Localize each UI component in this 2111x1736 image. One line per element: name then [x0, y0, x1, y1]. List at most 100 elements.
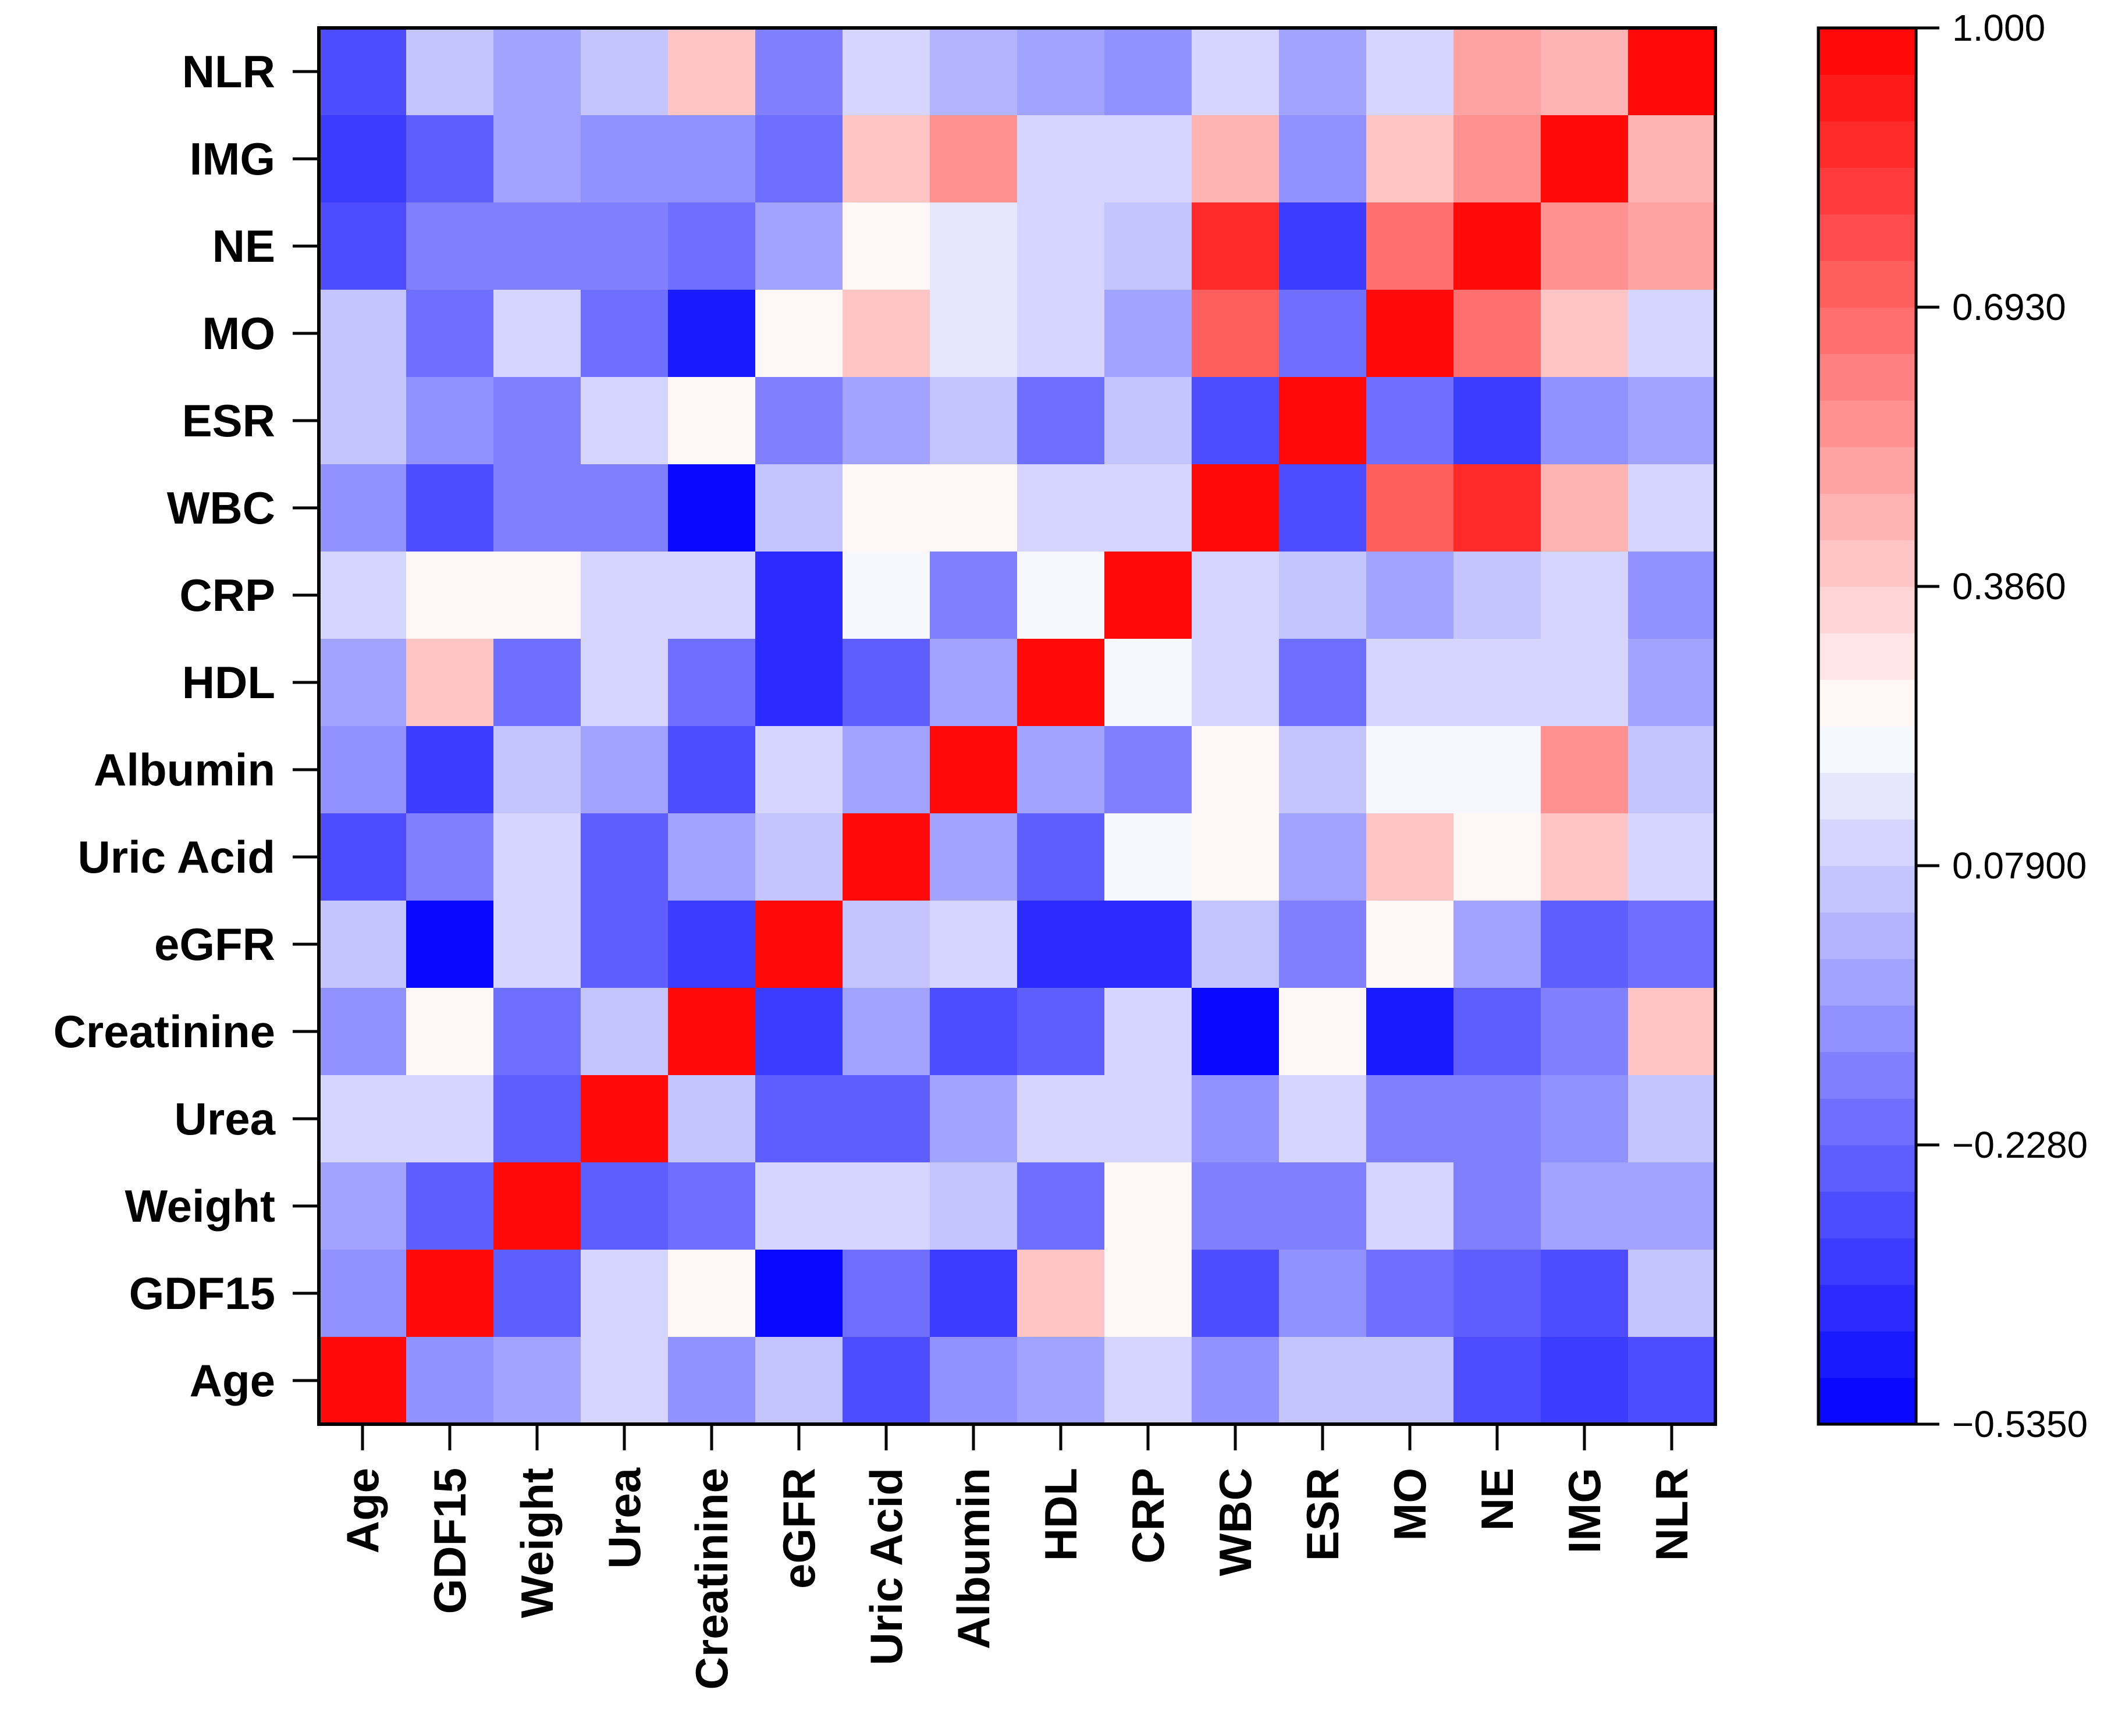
heatmap-cell: [930, 1337, 1018, 1425]
colorbar-step: [1818, 1331, 1916, 1378]
colorbar-step: [1818, 28, 1916, 75]
heatmap-cell: [1453, 1162, 1541, 1250]
heatmap-cell: [1104, 988, 1192, 1076]
y-tick-label: CRP: [179, 570, 275, 621]
heatmap-cell: [668, 1162, 756, 1250]
heatmap-cell: [1192, 464, 1280, 552]
colorbar-tick-label: 0.07900: [1952, 845, 2087, 887]
heatmap-cell: [1017, 290, 1105, 378]
heatmap-cell: [930, 290, 1018, 378]
heatmap-cell: [1017, 464, 1105, 552]
heatmap-cell: [843, 1075, 930, 1163]
heatmap-cell: [1104, 639, 1192, 727]
y-tick-label: HDL: [182, 657, 275, 708]
heatmap-cell: [319, 1075, 407, 1163]
heatmap-cell: [1017, 1162, 1105, 1250]
heatmap-cell: [668, 202, 756, 290]
heatmap-cell: [843, 1250, 930, 1337]
heatmap-cell: [843, 1162, 930, 1250]
colorbar-step: [1818, 1052, 1916, 1099]
heatmap-cell: [493, 901, 581, 988]
heatmap-cell: [493, 377, 581, 465]
heatmap-cell: [319, 28, 407, 116]
x-tick-label: NE: [1472, 1468, 1523, 1531]
heatmap-cell: [1628, 1337, 1716, 1425]
colorbar-step: [1818, 354, 1916, 401]
heatmap-cell: [1017, 377, 1105, 465]
heatmap-cell: [843, 1337, 930, 1425]
x-tick-label: GDF15: [424, 1468, 475, 1614]
heatmap-cell: [930, 1075, 1018, 1163]
heatmap-cell: [1366, 115, 1454, 203]
heatmap-cell: [1541, 1075, 1629, 1163]
heatmap-cell: [843, 639, 930, 727]
heatmap-cell: [1366, 28, 1454, 116]
colorbar: 1.000 0.6930 0.3860 0.07900 −0.2280 −0.5350: [1817, 7, 2088, 1445]
y-tick-label: Uric Acid: [77, 831, 275, 883]
heatmap-cell: [1279, 202, 1367, 290]
heatmap-cell: [581, 28, 669, 116]
heatmap-cell: [1453, 115, 1541, 203]
heatmap-cell: [1453, 28, 1541, 116]
heatmap-cell: [1192, 202, 1280, 290]
heatmap-cell: [1017, 813, 1105, 901]
heatmap-cell: [930, 901, 1018, 988]
heatmap-cell: [319, 988, 407, 1076]
colorbar-step: [1818, 1285, 1916, 1332]
heatmap-cell: [1279, 290, 1367, 378]
heatmap-cell: [1541, 901, 1629, 988]
heatmap-cell: [1192, 1337, 1280, 1425]
heatmap-cell: [755, 115, 843, 203]
y-tick-label: NE: [212, 220, 275, 272]
heatmap-cell: [1017, 726, 1105, 814]
heatmap-cell: [1192, 290, 1280, 378]
heatmap-cell: [755, 1075, 843, 1163]
heatmap-cell: [1541, 1162, 1629, 1250]
heatmap-cell: [930, 726, 1018, 814]
heatmap-cell: [1453, 726, 1541, 814]
heatmap-cell: [1628, 377, 1716, 465]
x-tick-label: Weight: [511, 1468, 563, 1618]
heatmap-cell: [843, 202, 930, 290]
heatmap-cell: [1366, 202, 1454, 290]
heatmap-cell: [1366, 1075, 1454, 1163]
heatmap-cell: [843, 377, 930, 465]
heatmap-cell: [668, 1337, 756, 1425]
heatmap-cell: [1104, 464, 1192, 552]
x-tick-label: Urea: [599, 1467, 650, 1568]
x-tick-label: Creatinine: [686, 1468, 737, 1689]
heatmap-cell: [1279, 901, 1367, 988]
heatmap-cell: [581, 726, 669, 814]
heatmap-cell: [1192, 901, 1280, 988]
heatmap-cell: [1628, 552, 1716, 639]
heatmap-cell: [1366, 1337, 1454, 1425]
heatmap-cell: [319, 901, 407, 988]
heatmap-cell: [1279, 639, 1367, 727]
heatmap-cell: [319, 639, 407, 727]
heatmap-cell: [1279, 1075, 1367, 1163]
colorbar-step: [1818, 586, 1916, 634]
heatmap-cell: [1017, 115, 1105, 203]
colorbar-step: [1818, 1098, 1916, 1146]
heatmap-cell: [668, 552, 756, 639]
heatmap-cell: [1453, 1250, 1541, 1337]
heatmap-cell: [1541, 639, 1629, 727]
heatmap-cell: [319, 552, 407, 639]
heatmap-cell: [1541, 377, 1629, 465]
heatmap-cell: [930, 202, 1018, 290]
heatmap-cell: [1017, 28, 1105, 116]
colorbar-step: [1818, 959, 1916, 1006]
y-tick-label: WBC: [167, 482, 275, 533]
heatmap-cell: [581, 901, 669, 988]
heatmap-cell: [843, 28, 930, 116]
heatmap-cell: [1628, 290, 1716, 378]
heatmap-cell: [755, 290, 843, 378]
heatmap-cell: [493, 290, 581, 378]
heatmap-cell: [1104, 813, 1192, 901]
colorbar-step: [1818, 773, 1916, 820]
heatmap-cell: [1628, 115, 1716, 203]
heatmap-cell: [843, 290, 930, 378]
x-tick-label: NLR: [1646, 1468, 1697, 1561]
y-tick-label: MO: [202, 308, 275, 359]
colorbar-step: [1818, 261, 1916, 308]
